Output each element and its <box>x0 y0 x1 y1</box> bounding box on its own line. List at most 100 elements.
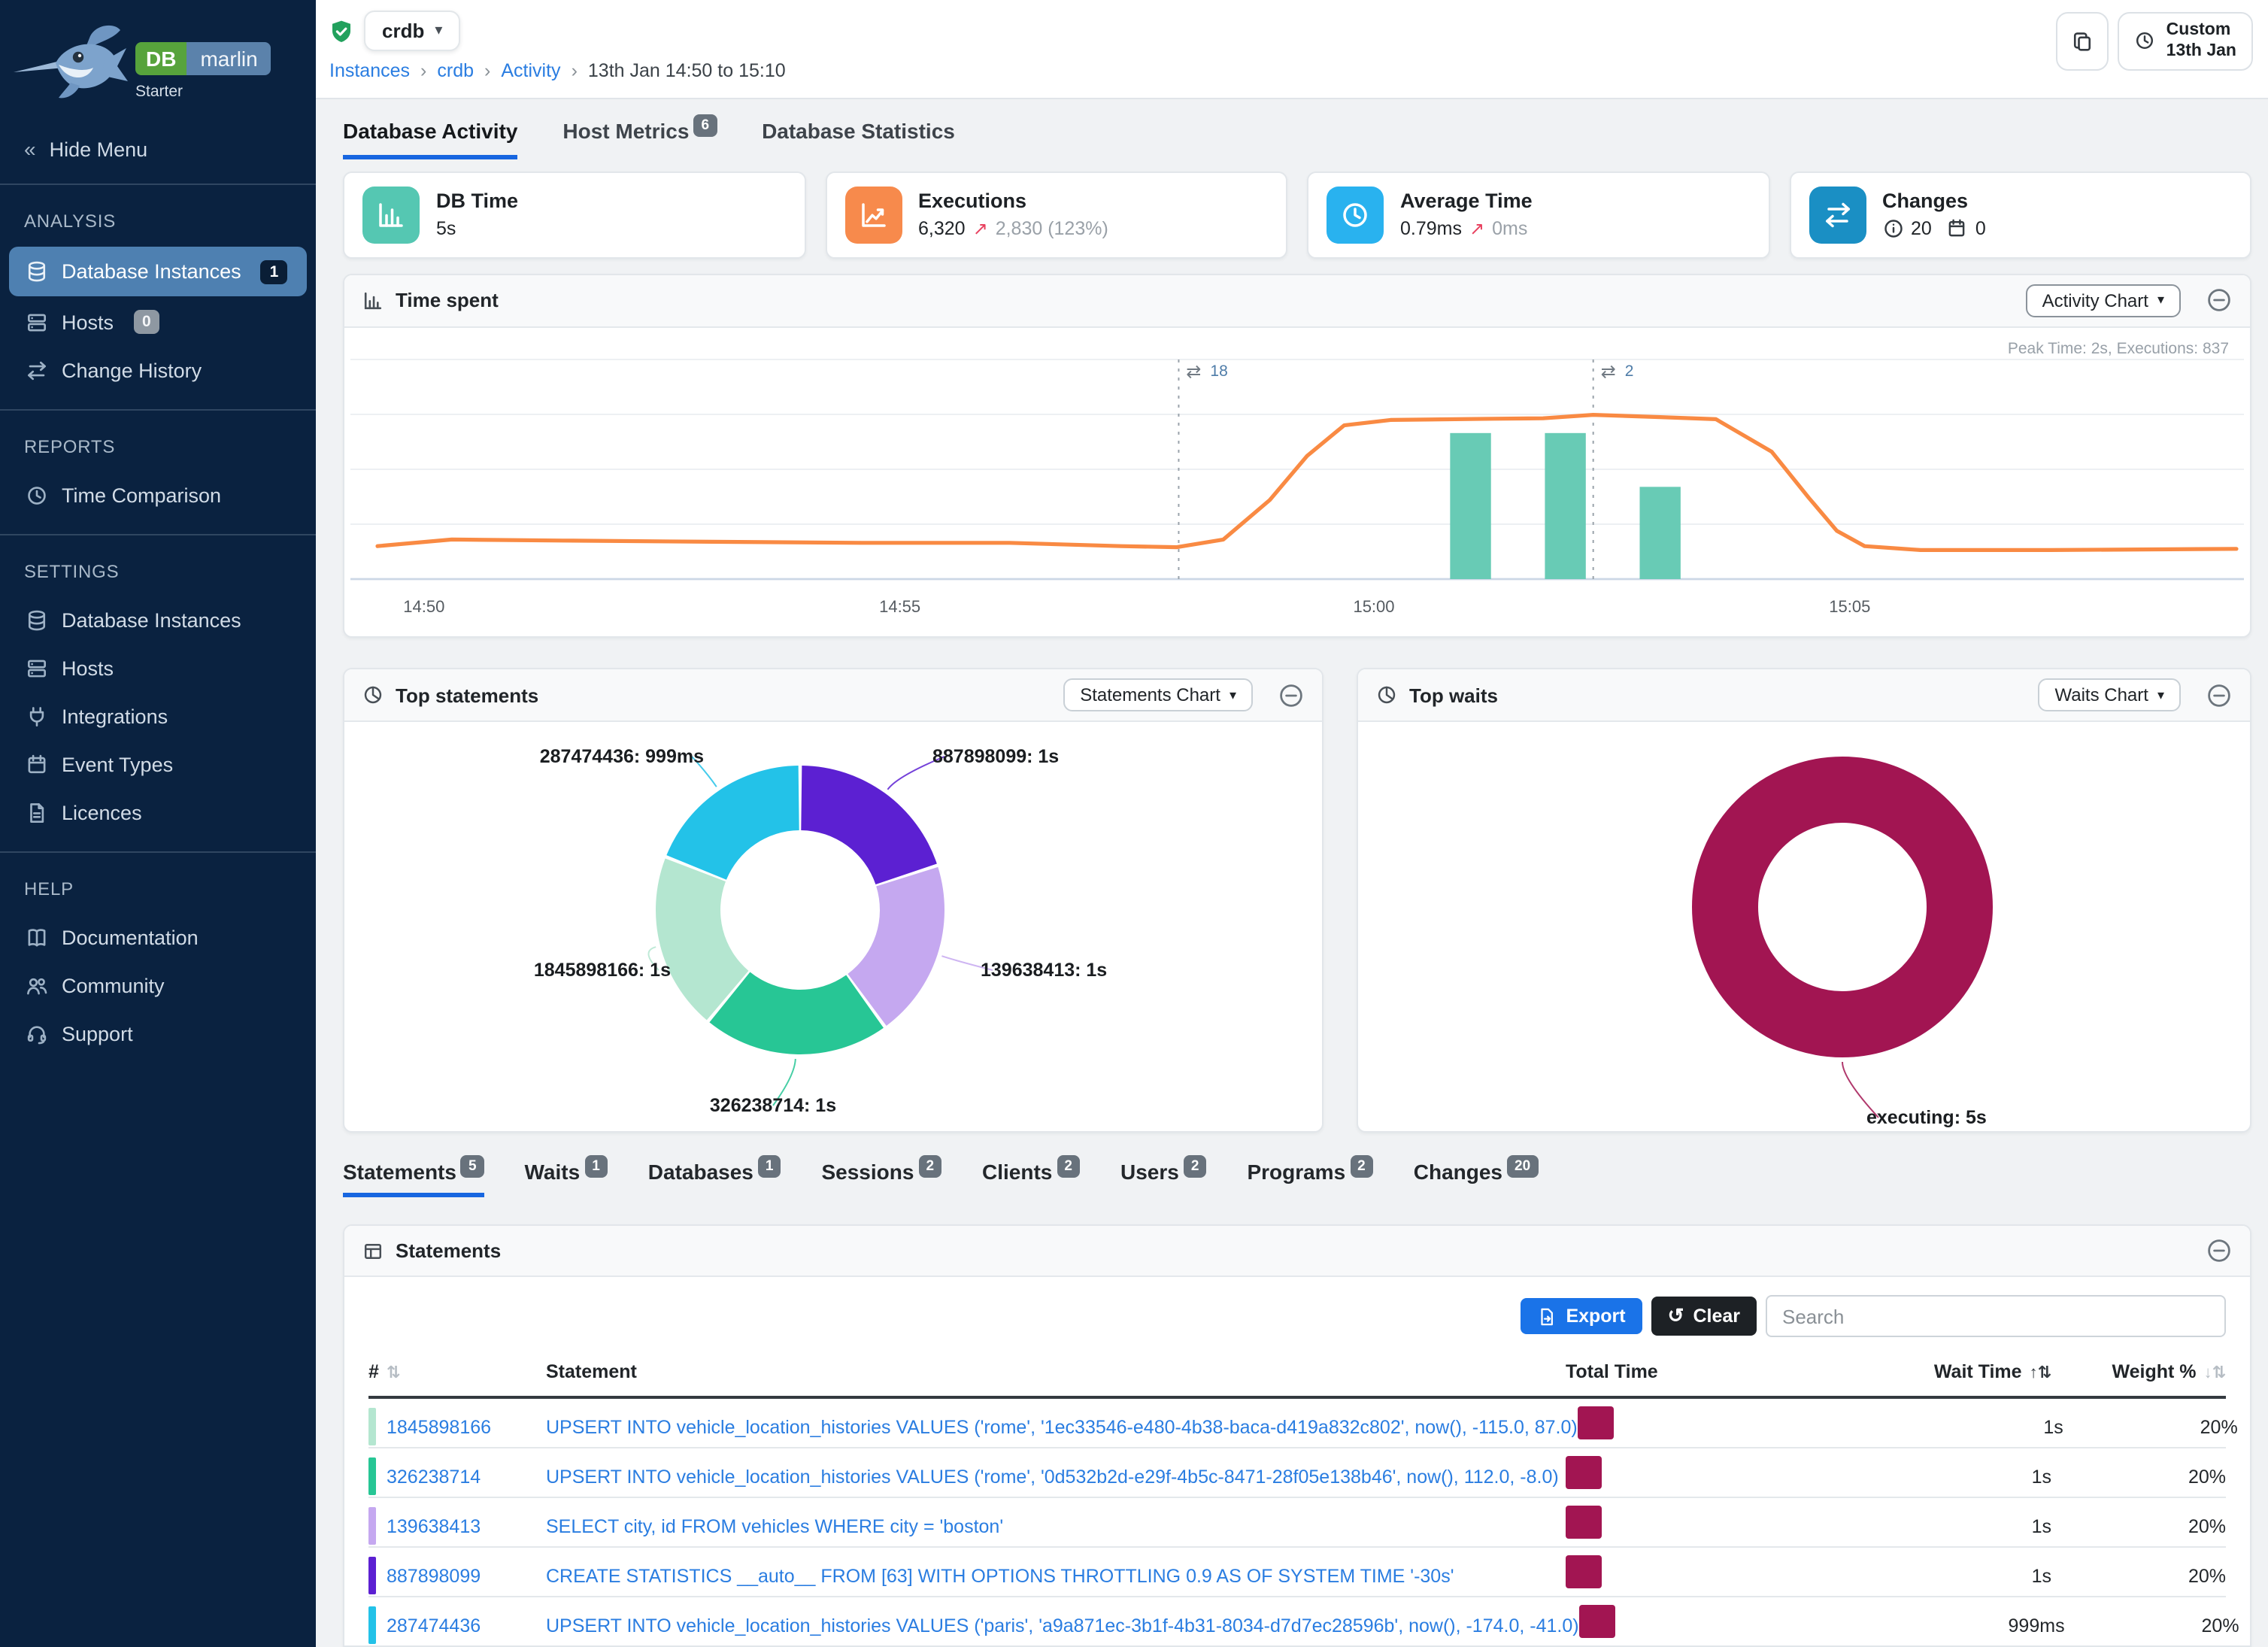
sidebar-item-community[interactable]: Community <box>0 961 316 1009</box>
export-button[interactable]: Export <box>1521 1298 1642 1335</box>
activity-chart-select[interactable]: Activity Chart ▾ <box>2025 284 2181 317</box>
sidebar-item-database-instances[interactable]: Database Instances 1 <box>9 247 307 296</box>
top-statements-panel: Top statements Statements Chart ▾ 887898… <box>343 668 1324 1133</box>
donut-label: 139638413: 1s <box>981 960 1107 981</box>
sidebar-item-integrations[interactable]: Integrations <box>0 692 316 740</box>
time-spent-chart[interactable]: Peak Time: 2s, Executions: 837 ⇄ 18 ⇄ 2 14:5… <box>344 327 2250 637</box>
statement-text-link[interactable]: UPSERT INTO vehicle_location_histories V… <box>546 1615 1579 1636</box>
caret-down-icon: ▾ <box>1229 687 1236 702</box>
pie-chart-icon <box>362 685 384 706</box>
waits-donut-chart[interactable]: executing: 5s <box>1358 723 2250 1132</box>
column-id[interactable]: # ⇅ <box>368 1361 401 1383</box>
statement-id-link[interactable]: 1845898166 <box>387 1416 492 1438</box>
column-total-time[interactable]: Total Time <box>1566 1361 1658 1383</box>
database-icon <box>24 608 48 631</box>
time-range-button[interactable]: Custom 13th Jan <box>2118 12 2253 71</box>
breadcrumb-crdb[interactable]: crdb <box>437 60 475 81</box>
plan-label: Starter <box>135 83 183 101</box>
waits-chart-select[interactable]: Waits Chart ▾ <box>2038 678 2181 712</box>
donut-segment <box>1692 757 1993 1058</box>
collapse-statements-button[interactable] <box>2206 1239 2232 1264</box>
statement-id-link[interactable]: 139638413 <box>387 1515 481 1537</box>
detail-tab-label: Statements <box>343 1160 456 1184</box>
tab-host-metrics[interactable]: Host Metrics 6 <box>562 114 717 154</box>
column-statement[interactable]: Statement <box>546 1361 637 1383</box>
x-axis-label: 15:05 <box>1829 596 1870 615</box>
peak-note: Peak Time: 2s, Executions: 837 <box>2007 339 2229 358</box>
detail-tab-waits[interactable]: Waits 1 <box>525 1155 608 1194</box>
trend-up-icon: ↗ <box>972 218 988 240</box>
sidebar-item-licences[interactable]: Licences <box>0 788 316 836</box>
breadcrumb-current-range: 13th Jan 14:50 to 15:10 <box>587 60 786 81</box>
detail-tab-statements[interactable]: Statements 5 <box>343 1155 484 1198</box>
donut-segment <box>709 972 884 1055</box>
sidebar-item-database-instances[interactable]: Database Instances <box>0 596 316 644</box>
sidebar-section-title: HELP <box>24 878 74 899</box>
detail-tab-clients[interactable]: Clients 2 <box>982 1155 1080 1194</box>
detail-tab-databases[interactable]: Databases 1 <box>648 1155 781 1194</box>
table-header: # ⇅ Statement Total Time Wait Time ↑⇅ We <box>368 1356 2226 1400</box>
detail-tab-badge: 2 <box>1350 1155 1373 1178</box>
sidebar-section-title: SETTINGS <box>24 561 120 582</box>
breadcrumb-instances[interactable]: Instances <box>329 60 411 81</box>
book-icon <box>24 926 48 948</box>
stat-card-title: DB Time <box>436 190 519 213</box>
statement-id-link[interactable]: 887898099 <box>387 1565 481 1587</box>
tab-database-activity[interactable]: Database Activity <box>343 118 518 159</box>
detail-tab-badge: 2 <box>1183 1155 1207 1178</box>
statement-text-link[interactable]: UPSERT INTO vehicle_location_histories V… <box>546 1466 1559 1488</box>
detail-tab-badge: 5 <box>460 1155 484 1178</box>
collapse-top-statements-button[interactable] <box>1278 683 1304 708</box>
breadcrumb-activity[interactable]: Activity <box>501 60 561 81</box>
statements-panel: Statements Export ↺ Clear <box>343 1224 2251 1647</box>
event-icon <box>24 753 48 775</box>
detail-tab-sessions[interactable]: Sessions 2 <box>821 1155 942 1194</box>
statement-text-link[interactable]: UPSERT INTO vehicle_location_histories V… <box>546 1416 1578 1438</box>
chevrons-left-icon: « <box>24 137 36 161</box>
sidebar-item-support[interactable]: Support <box>0 1009 316 1057</box>
sidebar-item-label: Database Instances <box>62 608 241 631</box>
sidebar-section-title: REPORTS <box>24 436 116 457</box>
instance-selector[interactable]: crdb ▾ <box>364 11 461 51</box>
stat-cards: DB Time 5s Executions 6,320 ↗ 2,830 (123%) Ave… <box>343 171 2251 259</box>
detail-tabs: Statements 5 Waits 1 Databases 1 Sessions 2 Clie… <box>316 1145 2268 1198</box>
stat-card-title: Average Time <box>1400 190 1533 213</box>
clock-icon <box>2135 31 2156 52</box>
collapse-time-spent-button[interactable] <box>2206 287 2232 313</box>
sidebar-item-label: Licences <box>62 801 142 824</box>
hide-menu-button[interactable]: « Hide Menu <box>0 117 316 184</box>
top-waits-panel: Top waits Waits Chart ▾ executing: 5s <box>1357 668 2251 1133</box>
column-weight[interactable]: Weight % ↓⇅ <box>2112 1361 2227 1383</box>
collapse-top-waits-button[interactable] <box>2206 683 2232 708</box>
sidebar-item-hosts[interactable]: Hosts 0 <box>0 298 316 346</box>
sidebar-item-change-history[interactable]: Change History <box>0 346 316 394</box>
sidebar-item-label: Change History <box>62 359 202 381</box>
donut-label-connector <box>887 756 945 791</box>
weight-value: 20% <box>2200 1416 2238 1438</box>
instance-name: crdb <box>382 20 425 42</box>
detail-tab-users[interactable]: Users 2 <box>1120 1155 1207 1194</box>
statements-chart-select[interactable]: Statements Chart ▾ <box>1063 678 1253 712</box>
copy-link-button[interactable] <box>2056 12 2109 71</box>
sidebar-section: ANALYSIS Database Instances 1 Hosts 0 Change … <box>0 184 316 409</box>
statement-color-chip <box>368 1557 376 1595</box>
detail-tab-programs[interactable]: Programs 2 <box>1247 1155 1373 1194</box>
statement-text-link[interactable]: SELECT city, id FROM vehicles WHERE city… <box>546 1515 1004 1537</box>
statement-id-link[interactable]: 287474436 <box>387 1615 481 1636</box>
sidebar-item-documentation[interactable]: Documentation <box>0 913 316 961</box>
people-icon <box>24 974 48 996</box>
statement-text-link[interactable]: CREATE STATISTICS __auto__ FROM [63] WIT… <box>546 1565 1454 1587</box>
sidebar-item-event-types[interactable]: Event Types <box>0 740 316 788</box>
detail-tab-changes[interactable]: Changes 20 <box>1414 1155 1539 1194</box>
statement-id-link[interactable]: 326238714 <box>387 1466 481 1488</box>
donut-label-connector <box>1842 1062 1879 1119</box>
column-wait-time[interactable]: Wait Time ↑⇅ <box>1933 1361 2051 1383</box>
sidebar-item-label: Documentation <box>62 926 199 948</box>
clear-button[interactable]: ↺ Clear <box>1651 1297 1757 1336</box>
sidebar-item-hosts[interactable]: Hosts <box>0 644 316 692</box>
statements-donut-chart[interactable]: 887898099: 1s 139638413: 1s 326238714: 1s 1… <box>344 723 1322 1132</box>
stat-main-value: 5s <box>436 218 456 240</box>
search-input[interactable] <box>1766 1295 2226 1338</box>
sidebar-item-time-comparison[interactable]: Time Comparison <box>0 471 316 519</box>
tab-database-statistics[interactable]: Database Statistics <box>762 118 955 154</box>
